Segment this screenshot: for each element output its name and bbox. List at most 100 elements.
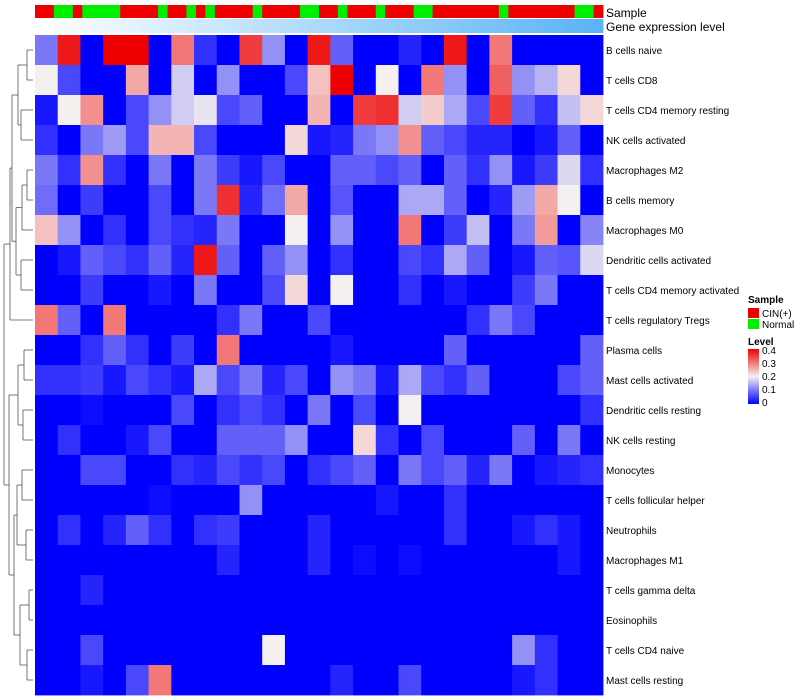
legend-label-normal: Normal: [762, 320, 794, 331]
heatmap-cell: [466, 245, 490, 276]
heatmap-cell: [512, 605, 536, 636]
heatmap-cell: [489, 365, 513, 396]
heatmap-cell: [194, 575, 218, 606]
sample-annotation-cell: [593, 5, 604, 18]
heatmap-cell: [534, 485, 558, 516]
heatmap-cell: [466, 635, 490, 666]
row-label: B cells naive: [606, 46, 663, 57]
heatmap-cell: [353, 215, 377, 246]
heatmap-cell: [421, 95, 445, 126]
gene-annotation-cell: [375, 19, 386, 33]
heatmap-cell: [489, 335, 513, 366]
sample-annotation-cell: [555, 5, 566, 18]
heatmap-cell: [57, 605, 81, 636]
heatmap-cell: [35, 35, 59, 66]
gene-annotation-cell: [177, 19, 187, 33]
heatmap-cell: [57, 95, 81, 126]
legend-level-tick: 0.2: [762, 372, 776, 383]
heatmap-cell: [80, 215, 104, 246]
heatmap-cell: [512, 275, 536, 306]
heatmap-cell: [35, 635, 59, 666]
heatmap-cell: [262, 155, 286, 186]
heatmap-cell: [557, 665, 581, 696]
heatmap-cell: [512, 305, 536, 336]
heatmap-cell: [353, 575, 377, 606]
gene-annotation-cell: [442, 19, 452, 33]
heatmap-cell: [262, 485, 286, 516]
sample-annotation-cell: [233, 5, 244, 18]
heatmap-cell: [421, 35, 445, 66]
heatmap-cell: [239, 275, 263, 306]
heatmap-cell: [80, 515, 104, 546]
heatmap-cell: [125, 635, 149, 666]
heatmap-cell: [216, 245, 240, 276]
heatmap-cell: [171, 545, 195, 576]
heatmap-cell: [398, 95, 422, 126]
sample-annotation-cell: [498, 5, 509, 18]
heatmap-cell: [330, 485, 354, 516]
heatmap-cell: [262, 245, 286, 276]
heatmap-cell: [216, 575, 240, 606]
heatmap-cell: [284, 275, 309, 306]
heatmap-cell: [353, 95, 377, 126]
heatmap-cell: [443, 425, 468, 456]
heatmap-cell: [284, 215, 309, 246]
heatmap-cell: [307, 215, 331, 246]
heatmap-cell: [375, 335, 399, 366]
heatmap-cell: [534, 155, 558, 186]
heatmap-cell: [466, 575, 490, 606]
heatmap-cell: [375, 455, 399, 486]
row-label: T cells regulatory Tregs: [606, 316, 710, 327]
heatmap-cell: [330, 185, 354, 216]
heatmap-cell: [284, 575, 309, 606]
heatmap-cell: [489, 215, 513, 246]
gene-annotation-cell: [252, 19, 263, 33]
heatmap-cell: [353, 515, 377, 546]
heatmap-cell: [80, 425, 104, 456]
heatmap-cell: [239, 95, 263, 126]
heatmap-cell: [171, 215, 195, 246]
sample-annotation-cell: [574, 5, 585, 18]
heatmap-cell: [103, 95, 127, 126]
heatmap-cell: [216, 605, 240, 636]
heatmap-cell: [512, 245, 536, 276]
sample-annotation-cell: [148, 5, 159, 18]
heatmap-cell: [148, 665, 172, 696]
heatmap-cell: [512, 425, 536, 456]
heatmap-cell: [398, 365, 422, 396]
gene-annotation-cell: [555, 19, 566, 33]
heatmap-cell: [307, 305, 331, 336]
heatmap-cell: [557, 185, 581, 216]
heatmap-cell: [330, 305, 354, 336]
heatmap-cell: [443, 455, 468, 486]
heatmap-cell: [353, 305, 377, 336]
heatmap-cell: [512, 95, 536, 126]
heatmap-cell: [284, 635, 309, 666]
heatmap-cell: [284, 665, 309, 696]
heatmap-cell: [284, 365, 309, 396]
heatmap-cell: [330, 545, 354, 576]
heatmap-cell: [512, 65, 536, 96]
heatmap-cell: [375, 575, 399, 606]
heatmap-cell: [557, 365, 581, 396]
heatmap-cell: [80, 485, 104, 516]
heatmap-cell: [125, 275, 149, 306]
heatmap-cell: [580, 485, 604, 516]
heatmap-cell: [171, 605, 195, 636]
sample-annotation-cell: [139, 5, 149, 18]
gene-annotation-cell: [281, 19, 291, 33]
heatmap-cell: [557, 245, 581, 276]
heatmap-cell: [239, 455, 263, 486]
heatmap-cell: [330, 395, 354, 426]
heatmap-cell: [35, 665, 59, 696]
heatmap-cell: [489, 425, 513, 456]
heatmap-cell: [262, 425, 286, 456]
heatmap-cell: [103, 485, 127, 516]
heatmap-cell: [443, 665, 468, 696]
heatmap-cell: [534, 185, 558, 216]
sample-annotation-cell: [356, 5, 367, 18]
heatmap-cell: [239, 365, 263, 396]
heatmap-cell: [57, 275, 81, 306]
heatmap-cell: [171, 305, 195, 336]
heatmap-cell: [148, 395, 172, 426]
